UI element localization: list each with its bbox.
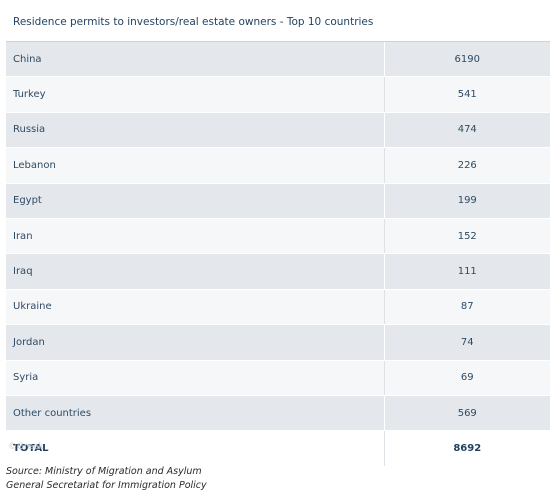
table-row: Lebanon 226 xyxy=(6,147,550,184)
permits-table: China 6190 Turkey 541 Russia 474 Lebanon 226 Egy… xyxy=(6,42,550,467)
table-row: Other countries 569 xyxy=(6,395,550,432)
table-row: Ukraine 87 xyxy=(6,289,550,326)
country-cell: Russia xyxy=(6,112,385,149)
country-cell: Turkey xyxy=(6,76,385,113)
value-cell: 87 xyxy=(384,289,550,326)
value-cell: 199 xyxy=(384,183,550,219)
value-cell: 474 xyxy=(384,112,550,149)
value-cell: 74 xyxy=(384,324,550,361)
source-line-2: General Secretariat for Immigration Poli… xyxy=(6,480,207,491)
value-cell: 6190 xyxy=(384,42,550,78)
value-cell: 541 xyxy=(384,76,550,113)
table-row: Syria 69 xyxy=(6,360,550,396)
table-row: China 6190 xyxy=(6,42,550,78)
permits-table-body: China 6190 Turkey 541 Russia 474 Lebanon 226 Egy… xyxy=(6,42,550,467)
table-row: Iran 152 xyxy=(6,218,550,255)
value-cell: 69 xyxy=(384,360,550,396)
value-cell: 569 xyxy=(384,395,550,432)
table-row: Iraq 111 xyxy=(6,253,550,290)
source-line-1: Source: Ministry of Migration and Asylum xyxy=(6,466,202,477)
table-row: Jordan 74 xyxy=(6,324,550,361)
total-label-cell: TOTAL xyxy=(6,430,385,467)
permits-table-container: Residence permits to investors/real esta… xyxy=(6,3,550,467)
country-cell: Iraq xyxy=(6,253,385,290)
country-cell: Other countries xyxy=(6,395,385,432)
country-cell: Syria xyxy=(6,360,385,396)
table-row: Russia 474 xyxy=(6,112,550,149)
total-row: TOTAL 8692 xyxy=(6,430,550,467)
value-cell: 111 xyxy=(384,253,550,290)
country-cell: Jordan xyxy=(6,324,385,361)
watermark-text: ©Greek xyxy=(8,442,44,452)
table-row: Egypt 199 xyxy=(6,183,550,219)
country-cell: Ukraine xyxy=(6,289,385,326)
source-note: Source: Ministry of Migration and Asylum… xyxy=(6,465,207,493)
country-cell: China xyxy=(6,42,385,78)
country-cell: Egypt xyxy=(6,183,385,219)
value-cell: 226 xyxy=(384,147,550,184)
country-cell: Iran xyxy=(6,218,385,255)
table-row: Turkey 541 xyxy=(6,76,550,113)
table-title: Residence permits to investors/real esta… xyxy=(6,3,550,42)
value-cell: 152 xyxy=(384,218,550,255)
total-value-cell: 8692 xyxy=(384,430,550,467)
country-cell: Lebanon xyxy=(6,147,385,184)
